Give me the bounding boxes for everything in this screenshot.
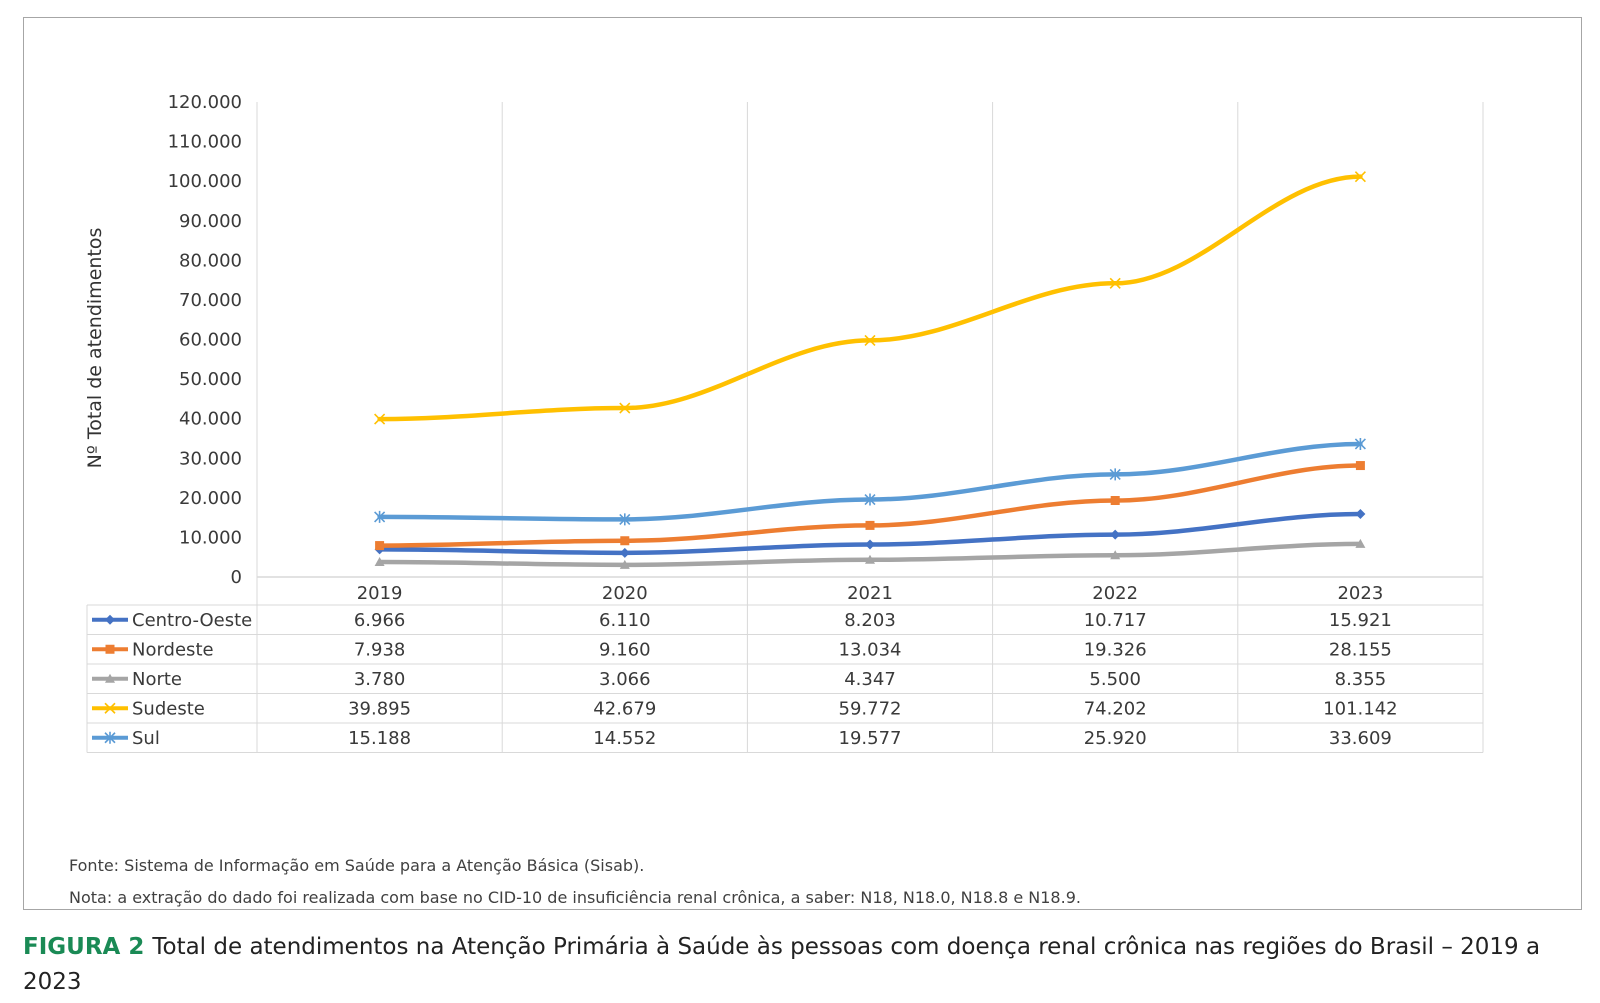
data-value: 7.938	[354, 639, 406, 660]
marker-x	[1109, 277, 1121, 289]
series-centro-oeste	[374, 508, 1366, 558]
marker-x	[1354, 171, 1366, 183]
series-norte	[374, 538, 1366, 569]
y-tick-label: 20.000	[179, 488, 242, 509]
data-value: 8.355	[1335, 669, 1387, 690]
data-value: 13.034	[839, 639, 902, 660]
series-lines	[374, 171, 1366, 569]
y-tick-label: 80.000	[179, 250, 242, 271]
x-tick-label: 2023	[1337, 583, 1383, 604]
marker-triangle	[105, 673, 115, 683]
marker-square	[1110, 496, 1120, 506]
data-value: 59.772	[839, 698, 902, 719]
marker-triangle	[865, 554, 875, 564]
marker-triangle	[374, 557, 385, 567]
data-value: 14.552	[593, 728, 656, 749]
legend-label: Nordeste	[132, 639, 214, 660]
data-value: 4.347	[844, 669, 896, 690]
figure-caption: FIGURA 2 Total de atendimentos na Atenção…	[23, 930, 1583, 1000]
figure-label: FIGURA 2	[23, 934, 145, 960]
data-value: 19.577	[839, 728, 902, 749]
marker-square	[865, 520, 875, 530]
marker-x	[104, 702, 116, 714]
marker-triangle	[619, 559, 630, 569]
y-tick-label: 120.000	[168, 92, 242, 113]
marker-x	[374, 413, 386, 425]
y-tick-label: 0	[231, 567, 242, 588]
figure-frame: 0 10.000 20.000 30.000 40.000 50.000 60.000 70.…	[23, 17, 1582, 910]
marker-diamond	[1355, 508, 1366, 519]
x-tick-label: 2019	[357, 583, 403, 604]
data-value: 33.609	[1329, 728, 1392, 749]
y-tick-label: 70.000	[179, 290, 242, 311]
marker-triangle	[1110, 550, 1121, 560]
y-tick-label: 10.000	[179, 527, 242, 548]
marker-diamond	[865, 539, 875, 550]
data-value: 3.780	[354, 669, 406, 690]
data-value: 9.160	[599, 639, 651, 660]
marker-star	[104, 731, 116, 744]
series-line	[377, 463, 1363, 548]
series-sul	[374, 437, 1366, 526]
series-line	[377, 441, 1363, 522]
data-value: 42.679	[593, 698, 656, 719]
marker-square	[1355, 461, 1365, 471]
marker-diamond	[105, 614, 115, 625]
marker-star	[864, 493, 876, 506]
x-tick-label: 2022	[1092, 583, 1138, 604]
data-value: 25.920	[1084, 728, 1147, 749]
marker-star	[619, 513, 631, 526]
marker-triangle	[1355, 538, 1366, 548]
marker-diamond	[1110, 529, 1121, 540]
figure-title: Total de atendimentos na Atenção Primári…	[23, 934, 1541, 995]
data-value: 101.142	[1323, 698, 1397, 719]
data-value: 15.921	[1329, 610, 1392, 631]
series-sudeste	[374, 171, 1366, 425]
data-value: 39.895	[348, 698, 411, 719]
legend-label: Sul	[132, 728, 160, 749]
y-tick-label: 60.000	[179, 330, 242, 351]
y-axis: 0 10.000 20.000 30.000 40.000 50.000 60.000 70.…	[168, 92, 242, 588]
marker-square	[375, 541, 385, 551]
marker-star	[1109, 468, 1121, 481]
method-note: Nota: a extração do dado foi realizada c…	[69, 888, 1081, 907]
marker-square	[620, 536, 630, 546]
marker-x	[864, 334, 876, 346]
data-value: 6.966	[354, 610, 406, 631]
source-note: Fonte: Sistema de Informação em Saúde pa…	[69, 856, 645, 875]
data-value: 10.717	[1084, 610, 1147, 631]
legend-label: Norte	[132, 669, 182, 690]
marker-x	[619, 402, 631, 414]
series-nordeste	[375, 461, 1365, 551]
data-value: 5.500	[1089, 669, 1141, 690]
y-tick-label: 90.000	[179, 211, 242, 232]
y-tick-label: 40.000	[179, 409, 242, 430]
legend-label: Sudeste	[132, 698, 205, 719]
series-line	[377, 174, 1363, 422]
y-tick-label: 100.000	[168, 171, 242, 192]
x-tick-label: 2021	[847, 583, 893, 604]
data-value: 28.155	[1329, 639, 1392, 660]
data-value: 8.203	[844, 610, 896, 631]
data-value: 3.066	[599, 669, 651, 690]
y-tick-label: 50.000	[179, 369, 242, 390]
x-tick-label: 2020	[602, 583, 648, 604]
y-tick-label: 110.000	[168, 132, 242, 153]
marker-diamond	[619, 547, 630, 558]
marker-star	[374, 510, 386, 523]
grid-lines	[256, 102, 1484, 578]
data-value: 6.110	[599, 610, 651, 631]
legend-label: Centro-Oeste	[132, 610, 252, 631]
marker-star	[1354, 437, 1366, 450]
data-value: 74.202	[1084, 698, 1147, 719]
marker-square	[105, 644, 115, 654]
y-tick-label: 30.000	[179, 448, 242, 469]
data-value: 19.326	[1084, 639, 1147, 660]
y-axis-label: Nº Total de atendimentos	[84, 228, 106, 469]
line-chart: 0 10.000 20.000 30.000 40.000 50.000 60.000 70.…	[84, 92, 1484, 753]
data-value: 15.188	[348, 728, 411, 749]
data-table: 2019 2020 2021 2022 2023 Centro-Oeste 6.966 6.1…	[86, 577, 1484, 753]
